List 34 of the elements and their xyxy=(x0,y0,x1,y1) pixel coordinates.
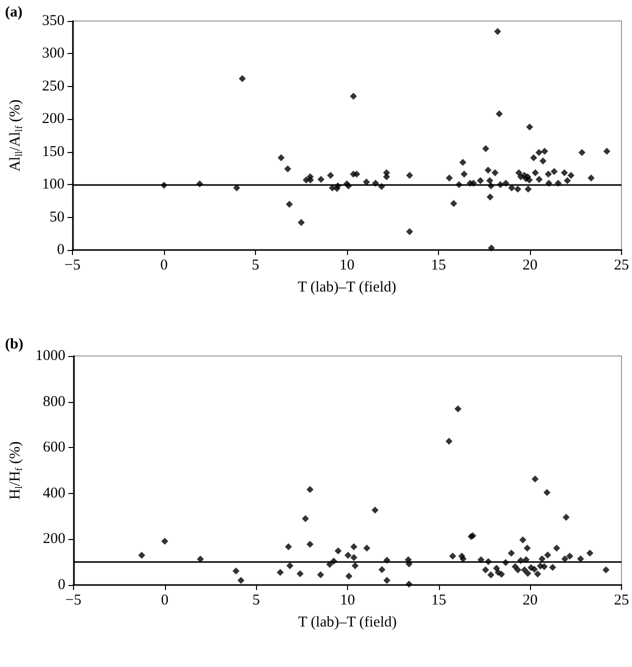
y-tick-label: 50 xyxy=(50,209,64,226)
x-tick-label: 5 xyxy=(252,592,260,608)
chart-title: (b) xyxy=(5,336,24,352)
x-axis-title: T (lab)–T (field) xyxy=(298,614,397,630)
x-tick-label: 10 xyxy=(340,592,355,608)
x-tick-label: 25 xyxy=(614,258,629,274)
x-tick-label: 20 xyxy=(522,592,538,608)
y-tick-label: 300 xyxy=(42,46,64,62)
y-axis-title: Alll/Allf (%) xyxy=(8,99,25,172)
x-tick-label: 15 xyxy=(431,258,446,274)
x-tick-label: 15 xyxy=(431,592,446,608)
x-tick-label: −5 xyxy=(64,258,80,274)
x-tick-label: 10 xyxy=(340,258,354,274)
x-tick-label: 5 xyxy=(252,258,260,274)
x-tick-label: 0 xyxy=(160,258,168,274)
y-axis-title: Hl/Hf (%) xyxy=(8,441,25,500)
x-tick-label: 0 xyxy=(161,592,168,608)
y-tick-label: 250 xyxy=(42,78,64,94)
y-tick-label: 0 xyxy=(58,577,66,593)
y-tick-label: 100 xyxy=(42,176,64,193)
y-tick-label: 400 xyxy=(42,485,66,502)
x-tick-label: 20 xyxy=(522,258,538,274)
x-tick-label: −5 xyxy=(65,592,82,608)
y-tick-label: 0 xyxy=(57,242,64,258)
y-tick-label: 350 xyxy=(42,13,64,29)
y-tick-label: 200 xyxy=(42,111,64,128)
x-tick-label: 25 xyxy=(614,592,629,608)
chart-title: (a) xyxy=(5,4,22,20)
y-tick-label: 800 xyxy=(42,394,66,410)
y-tick-label: 200 xyxy=(42,531,66,548)
y-tick-label: 1000 xyxy=(35,348,66,364)
y-tick-label: 600 xyxy=(42,440,66,456)
y-tick-label: 150 xyxy=(42,144,64,160)
x-axis-title: T (lab)–T (field) xyxy=(298,280,396,296)
